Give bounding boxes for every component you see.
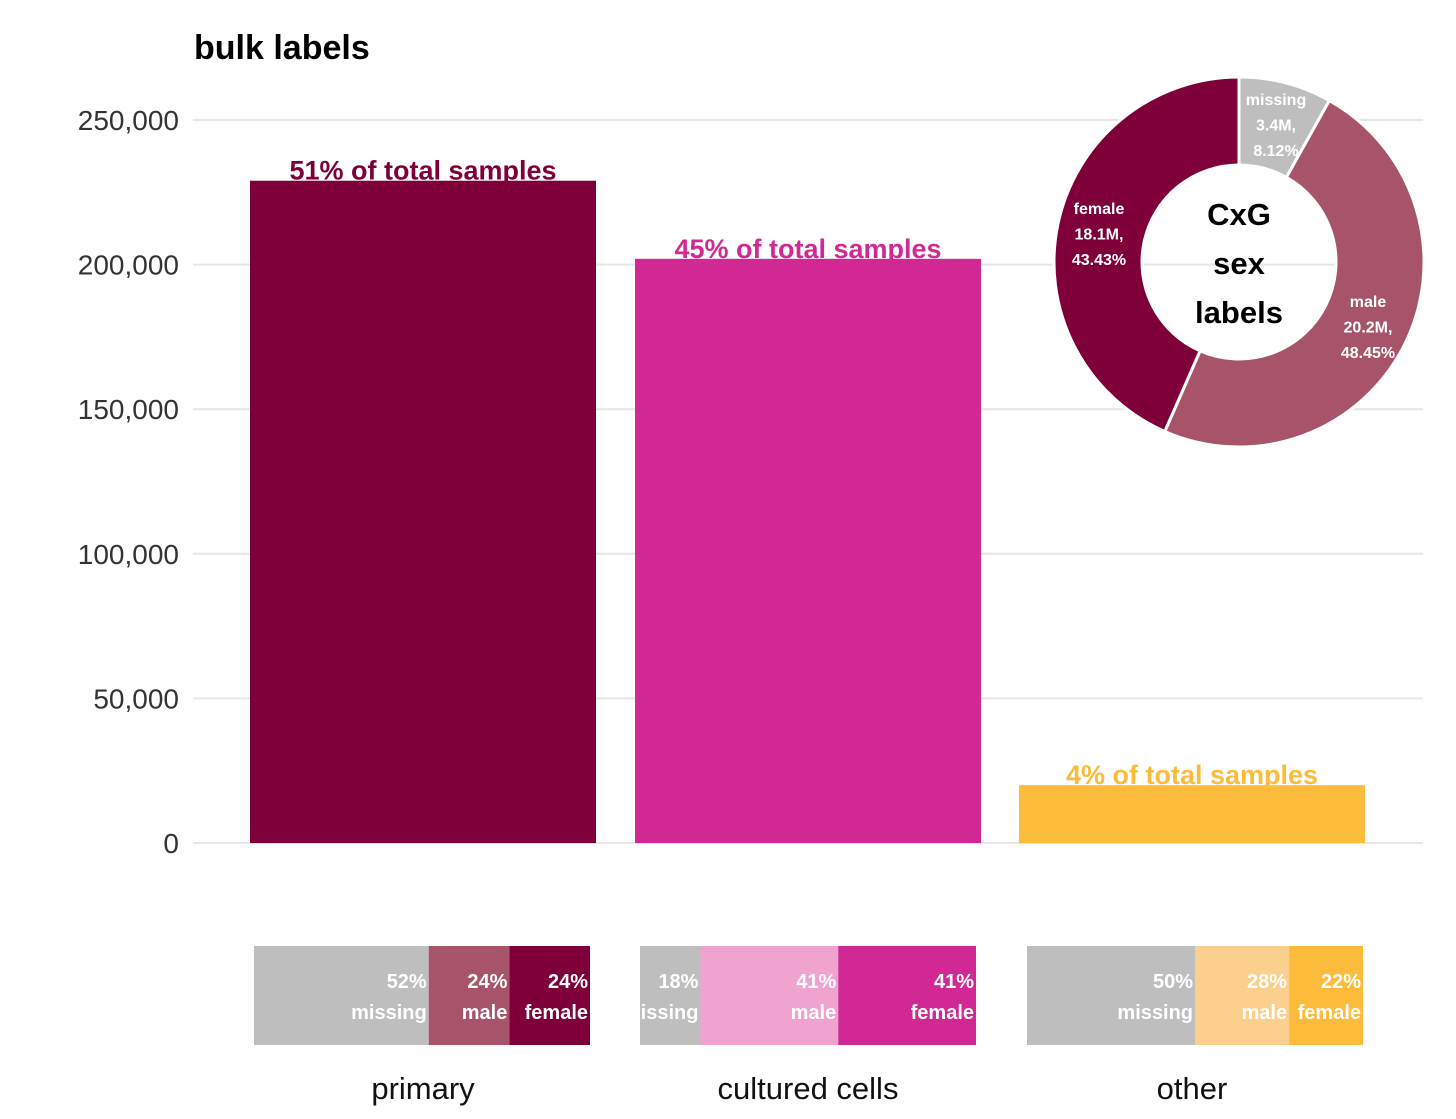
x-category-label: cultured cells (718, 1071, 899, 1106)
donut-slice-label: 43.43% (1072, 252, 1126, 269)
segment-missing (1027, 946, 1195, 1045)
segment-missing (254, 946, 429, 1045)
composition-bars: 52% missing 24% male 24% female 18% missing 41% m… (254, 946, 1363, 1045)
segment-percent-label: 24% (467, 971, 507, 993)
segment-percent-label: 28% (1247, 971, 1287, 993)
segment-name-label: female (1298, 1002, 1361, 1024)
segment-percent-label: 52% (387, 971, 427, 993)
segment-name-label: male (1241, 1002, 1287, 1024)
donut-slice-label: 18.1M, (1075, 227, 1124, 244)
segment-percent-label: 50% (1153, 971, 1193, 993)
y-tick-label: 250,000 (78, 105, 179, 136)
segment-percent-label: 41% (796, 971, 836, 993)
x-category-label: primary (371, 1071, 475, 1106)
donut-center-label: sex (1213, 246, 1265, 281)
bar-1 (250, 180, 596, 843)
segment-name-label: female (911, 1002, 974, 1024)
bar-data-label: 51% of total samples (289, 156, 556, 186)
y-tick-label: 0 (163, 828, 179, 859)
segment-female (838, 946, 976, 1045)
donut-slice-female (1052, 75, 1241, 434)
y-tick-label: 50,000 (93, 683, 179, 714)
donut-center-label: CxG (1207, 197, 1271, 232)
segment-male (700, 946, 839, 1045)
segment-percent-label: 41% (934, 971, 974, 993)
y-tick-label: 100,000 (78, 539, 179, 570)
segment-missing (640, 946, 701, 1045)
bar-data-label: 4% of total samples (1066, 760, 1318, 790)
x-category-label: other (1157, 1071, 1228, 1106)
segment-percent-label: 18% (658, 971, 698, 993)
x-axis: primary cultured cells other (371, 1071, 1227, 1106)
y-axis: 0 50,000 100,000 150,000 200,000 250,000 (78, 105, 179, 859)
segment-name-label: female (525, 1002, 588, 1024)
composition-bar-1: 52% missing 24% male 24% female (254, 946, 590, 1045)
donut-slice-label: 20.2M, (1344, 320, 1393, 337)
donut-slice-male (1162, 98, 1426, 449)
segment-name-label: male (462, 1002, 508, 1024)
bar-data-label: 45% of total samples (674, 234, 941, 264)
segment-male (428, 946, 510, 1045)
y-tick-label: 200,000 (78, 250, 179, 281)
segment-percent-label: 22% (1321, 971, 1361, 993)
segment-name-label: missing (1117, 1002, 1193, 1024)
segment-name-label: male (791, 1002, 837, 1024)
chart-title: bulk labels (194, 29, 370, 67)
bar-2 (635, 258, 981, 843)
segment-percent-label: 24% (548, 971, 588, 993)
donut-center-label: labels (1195, 295, 1283, 330)
donut-slice-label: missing (1246, 92, 1306, 109)
bar-3 (1019, 785, 1365, 843)
donut-slice-label: female (1074, 201, 1125, 218)
donut-chart: missing 3.4M, 8.12% male 20.2M, 48.45% female 1… (1052, 75, 1426, 449)
donut-slice-label: 8.12% (1253, 143, 1298, 160)
composition-bar-3: 50% missing 28% male 22% female (1027, 946, 1363, 1045)
y-tick-label: 150,000 (78, 394, 179, 425)
segment-female (509, 946, 590, 1045)
segment-name-label: missing (351, 1002, 427, 1024)
segment-male (1195, 946, 1290, 1045)
composition-bar-2: 18% missing 41% male 41% female (623, 946, 976, 1045)
donut-slice-label: 3.4M, (1256, 118, 1296, 135)
bars: 51% of total samples 45% of total samples… (250, 156, 1365, 843)
segment-female (1289, 946, 1363, 1045)
donut-slice-label: male (1350, 294, 1387, 311)
segment-name-label: missing (623, 1002, 699, 1024)
donut-slice-label: 48.45% (1341, 345, 1395, 362)
